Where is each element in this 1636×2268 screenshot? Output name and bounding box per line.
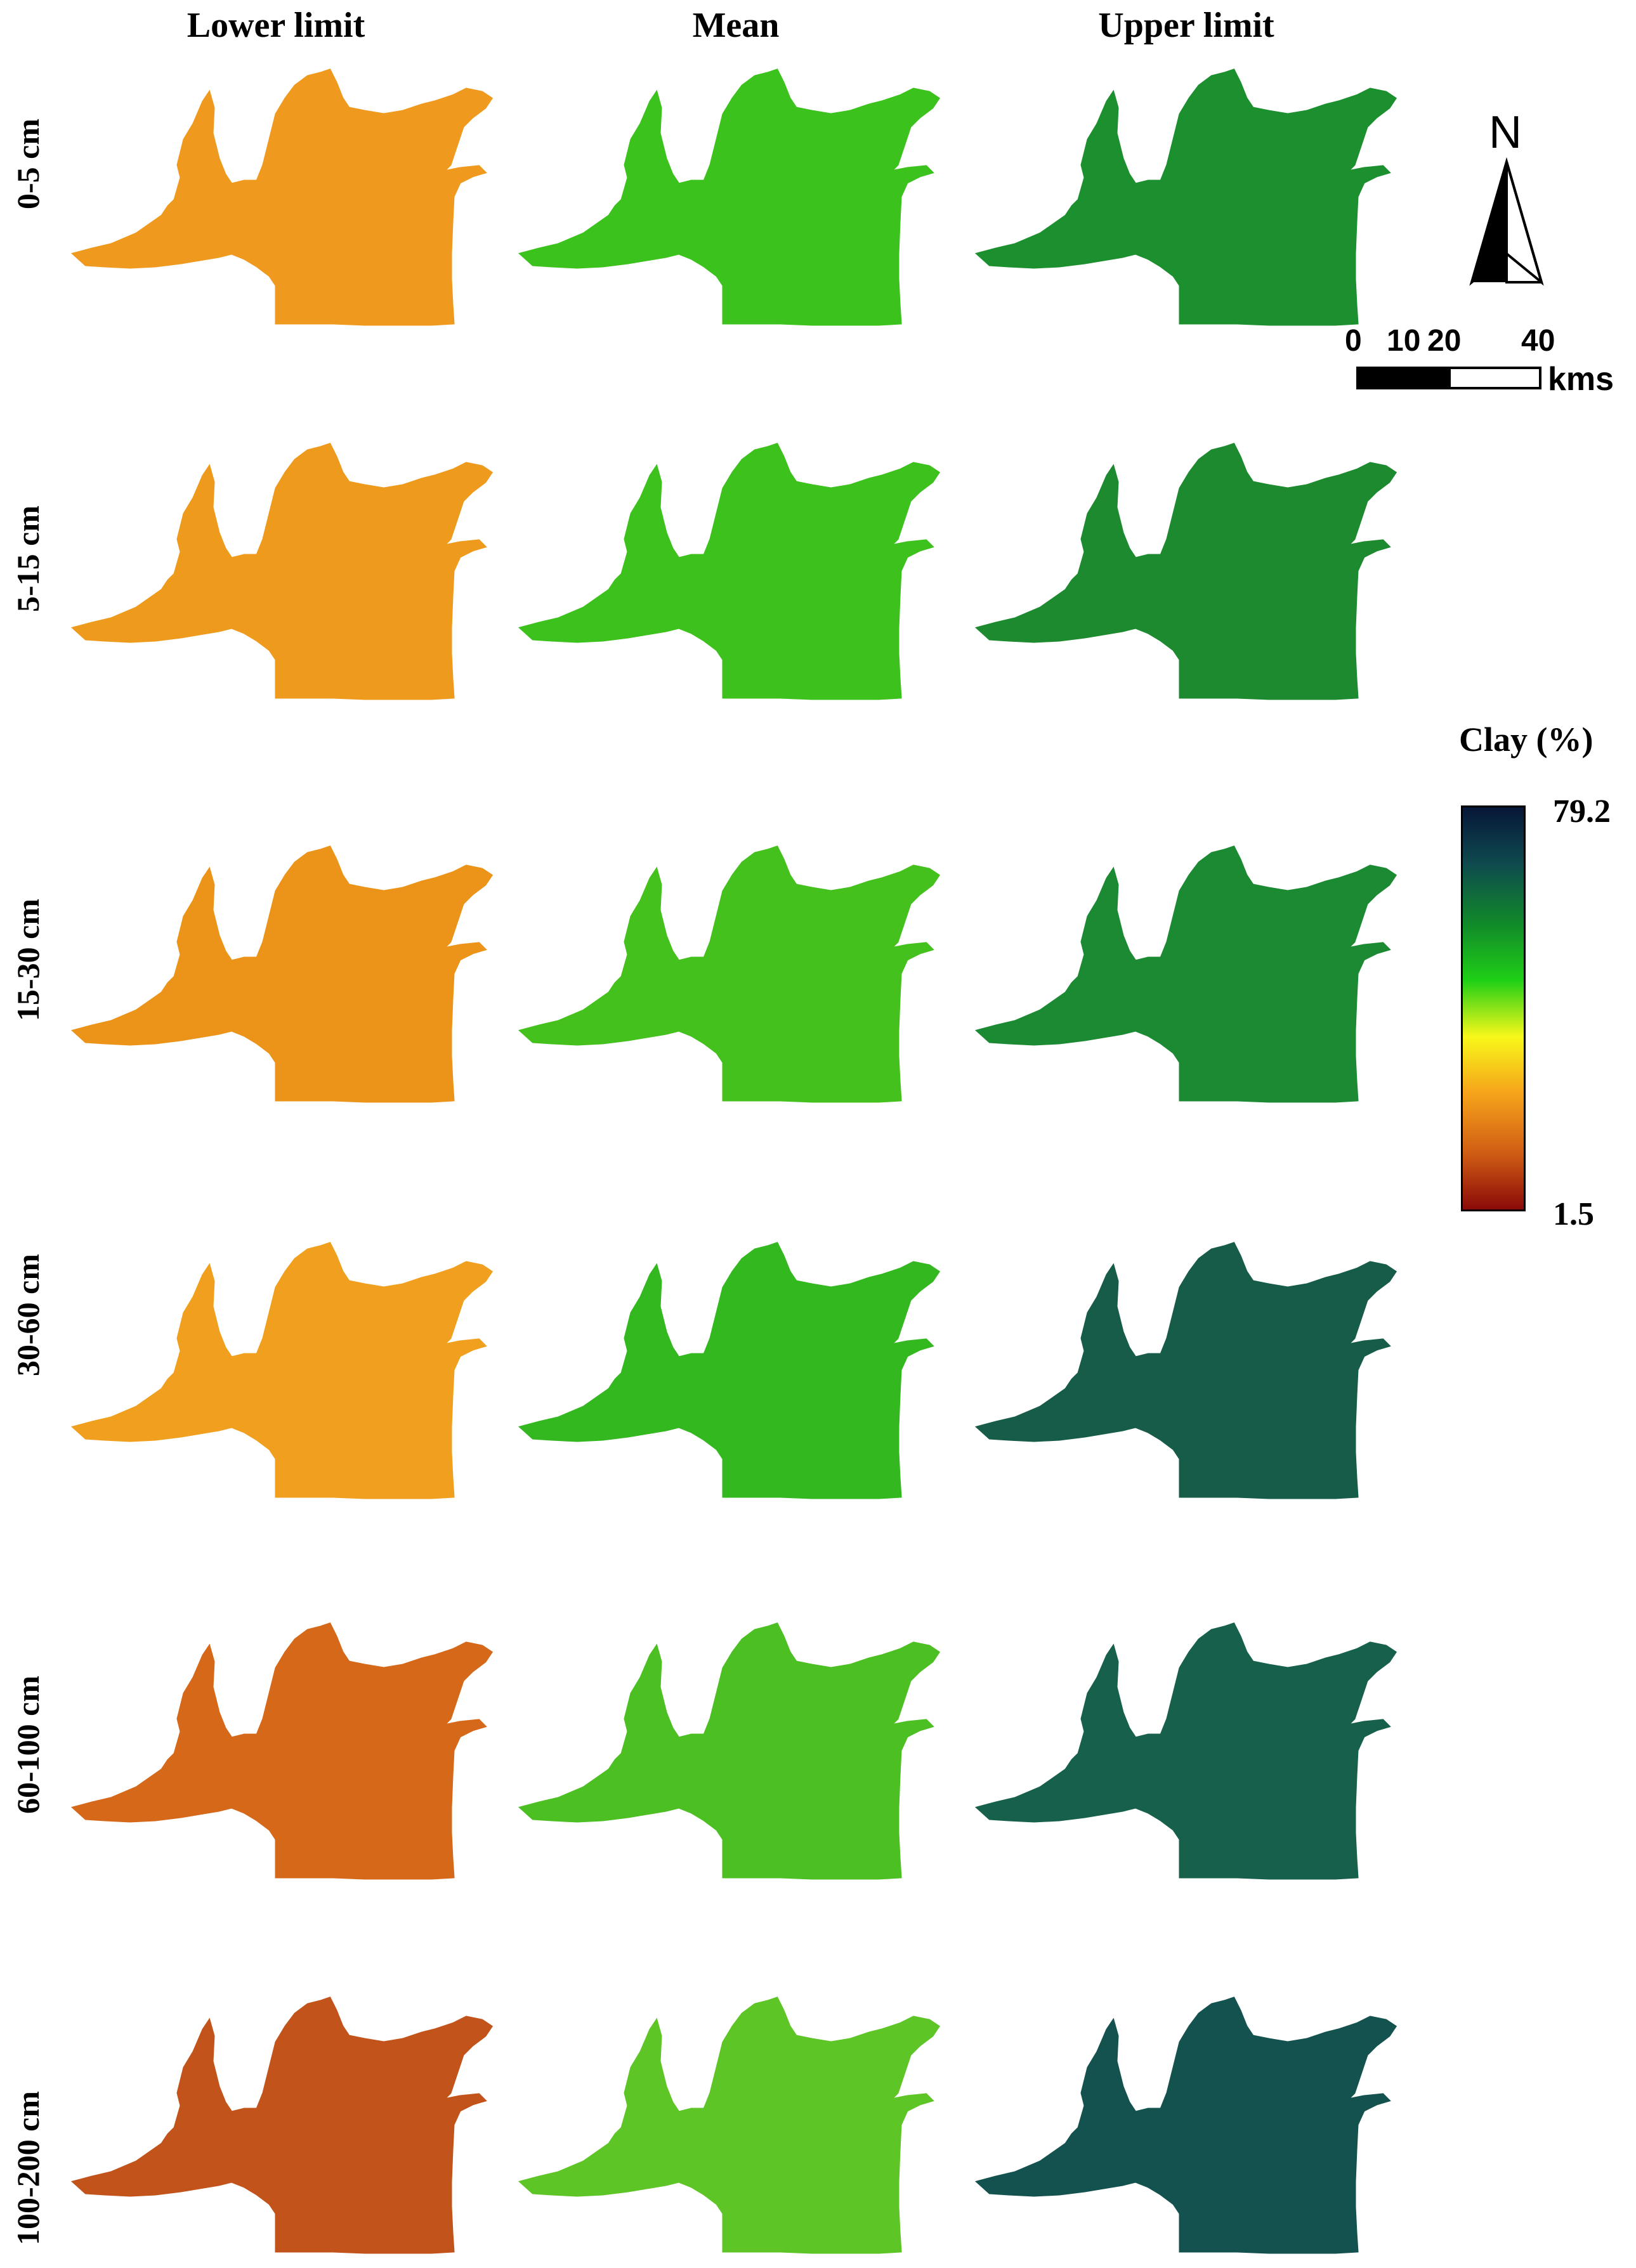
region-shape — [974, 1997, 1397, 2254]
region-shape — [70, 68, 494, 326]
row-label-60-100-cm: 60-100 cm — [10, 1676, 46, 1814]
region-shape — [518, 1622, 941, 1880]
north-label: N — [1489, 107, 1522, 158]
map-1-1 — [70, 68, 494, 326]
map-4-2 — [518, 1242, 941, 1499]
map-5-3 — [974, 1622, 1397, 1880]
map-3-2 — [518, 845, 941, 1103]
region-shape — [70, 1997, 494, 2254]
region-shape — [974, 1622, 1397, 1880]
legend-min-value: 1.5 — [1553, 1196, 1594, 1232]
row-label-30-60-cm: 30-60 cm — [10, 1254, 46, 1376]
region-shape — [70, 443, 494, 700]
legend-max-value: 79.2 — [1553, 793, 1611, 830]
map-5-1 — [70, 1622, 494, 1880]
map-2-1 — [70, 443, 494, 700]
map-2-2 — [518, 443, 941, 700]
region-shape — [70, 845, 494, 1103]
map-6-3 — [974, 1997, 1397, 2254]
map-3-1 — [70, 845, 494, 1103]
map-2-3 — [974, 443, 1397, 700]
scale-bar-white-segment — [1451, 369, 1539, 387]
region-shape — [518, 443, 941, 700]
region-shape — [70, 1242, 494, 1499]
region-shape — [974, 68, 1397, 326]
row-label-100-200-cm: 100-200 cm — [10, 2091, 46, 2245]
column-title-lower-limit: Lower limit — [187, 6, 365, 45]
row-label-0-5-cm: 0-5 cm — [10, 119, 46, 209]
map-4-3 — [974, 1242, 1397, 1499]
map-1-2 — [518, 68, 941, 326]
region-shape — [518, 68, 941, 326]
scale-tick-40: 40 — [1521, 324, 1555, 358]
scale-unit: kms — [1548, 361, 1614, 398]
legend-title: Clay (%) — [1459, 720, 1593, 759]
map-4-1 — [70, 1242, 494, 1499]
map-6-2 — [518, 1997, 941, 2254]
column-title-mean: Mean — [692, 6, 780, 45]
north-arrow-icon — [1469, 157, 1544, 286]
scale-bar — [1356, 367, 1541, 389]
region-shape — [974, 845, 1397, 1103]
scale-tick-0: 0 — [1345, 324, 1362, 358]
region-shape — [518, 1242, 941, 1499]
column-title-upper-limit: Upper limit — [1098, 6, 1274, 45]
region-shape — [974, 443, 1397, 700]
region-shape — [70, 1622, 494, 1880]
row-label-15-30-cm: 15-30 cm — [10, 899, 46, 1021]
scale-tick-20: 20 — [1427, 324, 1462, 358]
map-3-3 — [974, 845, 1397, 1103]
legend-color-ramp — [1461, 805, 1526, 1211]
row-label-5-15-cm: 5-15 cm — [10, 505, 46, 612]
scale-bar-black-segment — [1359, 369, 1451, 387]
region-shape — [518, 1997, 941, 2254]
region-shape — [518, 845, 941, 1103]
map-5-2 — [518, 1622, 941, 1880]
map-1-3 — [974, 68, 1397, 326]
map-6-1 — [70, 1997, 494, 2254]
region-shape — [974, 1242, 1397, 1499]
scale-tick-10: 10 — [1387, 324, 1421, 358]
